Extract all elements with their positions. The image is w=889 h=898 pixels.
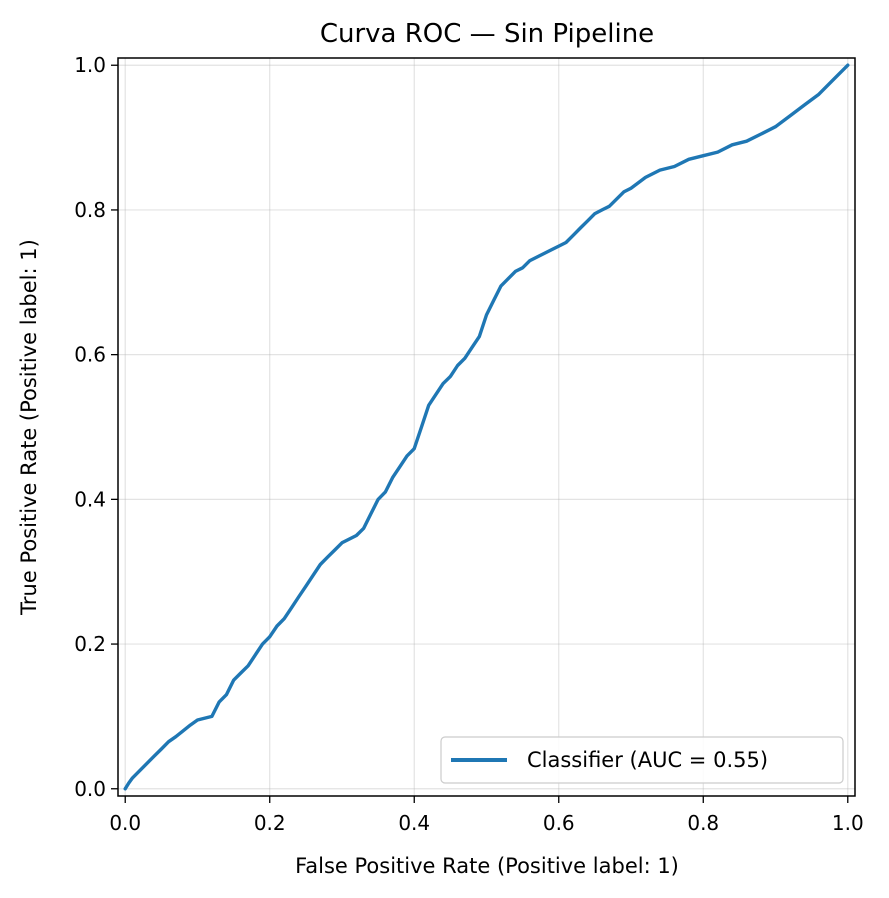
y-tick-label: 0.6 — [74, 343, 106, 367]
legend-box — [440, 736, 844, 784]
series-lines — [123, 63, 850, 791]
grid-lines — [118, 58, 855, 796]
plot-frame — [117, 57, 856, 797]
legend-label: Classifier (AUC = 0.55) — [527, 748, 768, 772]
y-tick-label: 0.0 — [74, 777, 106, 801]
x-tick-label: 0.2 — [254, 811, 286, 835]
roc-curve-line — [123, 63, 850, 791]
x-tick-label: 1.0 — [832, 811, 864, 835]
axis-ticks: 0.0 0.2 0.4 0.6 0.8 1.0 0.0 0.2 0.4 0.6 0.8 1.0 — [74, 53, 863, 835]
x-axis-label: False Positive Rate (Positive label: 1) — [295, 854, 679, 878]
x-tick-label: 0.4 — [398, 811, 430, 835]
y-tick-label: 0.4 — [74, 487, 106, 511]
y-axis-label: True Positive Rate (Positive label: 1) — [17, 239, 41, 616]
x-tick-label: 0.8 — [687, 811, 719, 835]
y-tick-label: 0.8 — [74, 198, 106, 222]
legend: Classifier (AUC = 0.55) — [440, 736, 844, 784]
x-tick-label: 0.6 — [543, 811, 575, 835]
y-tick-label: 1.0 — [74, 53, 106, 77]
chart-title: Curva ROC — Sin Pipeline — [320, 19, 654, 49]
x-tick-label: 0.0 — [109, 811, 141, 835]
y-tick-label: 0.2 — [74, 632, 106, 656]
